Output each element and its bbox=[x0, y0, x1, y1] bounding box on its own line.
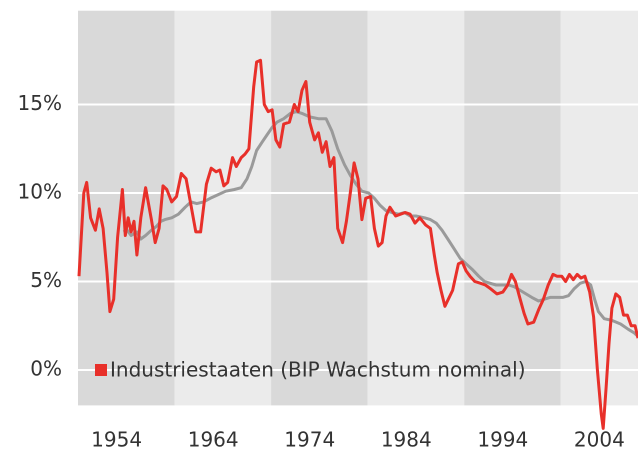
x-tick-label: 1984 bbox=[381, 428, 432, 452]
y-tick-label: 0% bbox=[30, 357, 62, 381]
y-tick-label: 15% bbox=[18, 91, 62, 115]
x-tick-label: 1964 bbox=[188, 428, 239, 452]
background-band bbox=[464, 10, 561, 406]
y-tick-label: 10% bbox=[18, 180, 62, 204]
legend-label: Industriestaaten (BIP Wachstum nominal) bbox=[110, 358, 526, 382]
x-tick-label: 1994 bbox=[477, 428, 528, 452]
x-tick-label: 1974 bbox=[284, 428, 335, 452]
x-tick-label: 1954 bbox=[91, 428, 142, 452]
y-tick-label: 5% bbox=[30, 268, 62, 292]
background-band bbox=[560, 10, 638, 406]
legend-swatch bbox=[95, 364, 107, 377]
background-band bbox=[78, 10, 175, 406]
background-band bbox=[271, 10, 368, 406]
series-line bbox=[77, 58, 638, 430]
series-line bbox=[122, 110, 638, 338]
x-tick-label: 2004 bbox=[574, 428, 625, 452]
